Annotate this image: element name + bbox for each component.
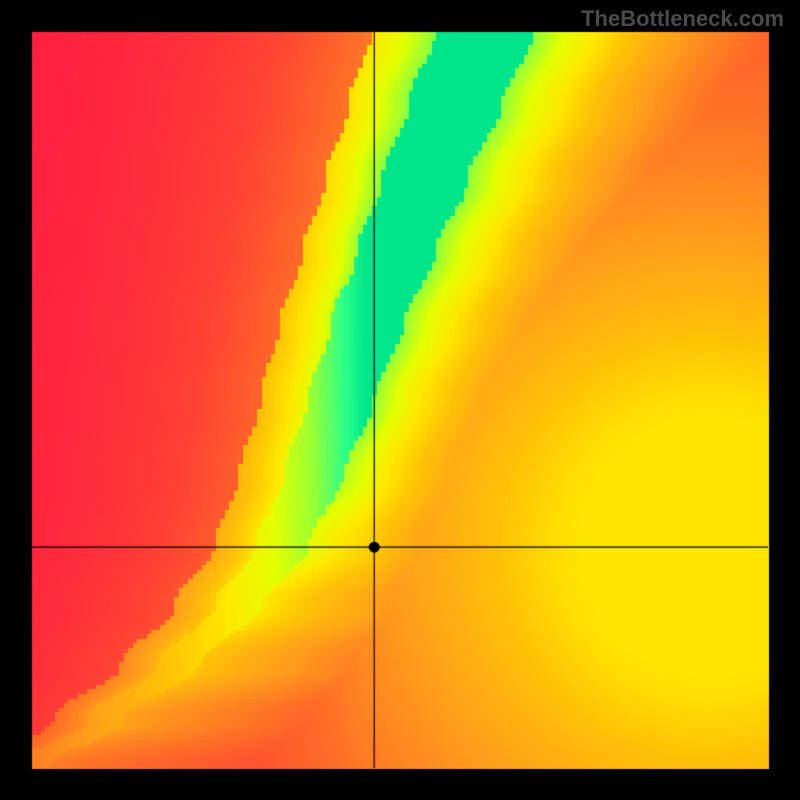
watermark-text: TheBottleneck.com (581, 6, 784, 32)
crosshair-overlay (0, 0, 800, 800)
chart-container: { "watermark": "TheBottleneck.com", "can… (0, 0, 800, 800)
